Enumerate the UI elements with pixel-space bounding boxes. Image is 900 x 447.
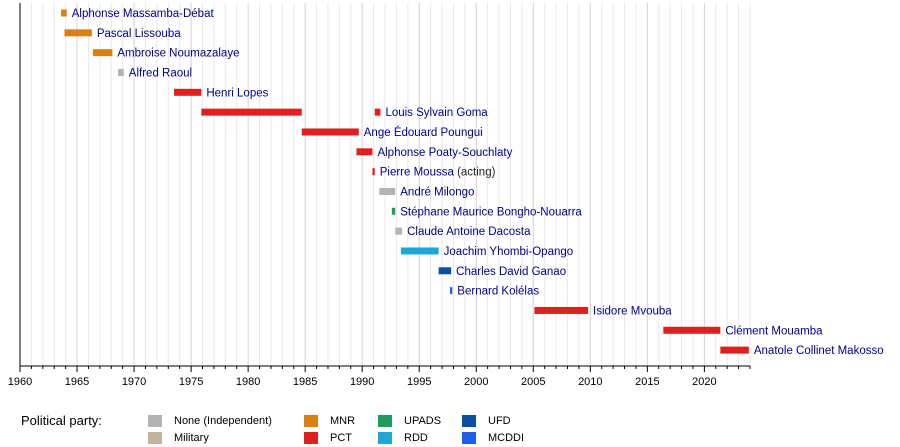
bar bbox=[400, 247, 439, 255]
x-tick-label: 1980 bbox=[236, 376, 260, 388]
x-tick-label: 1985 bbox=[293, 376, 317, 388]
legend-label: MCDDI bbox=[488, 432, 525, 444]
legend-swatch bbox=[304, 432, 318, 444]
legend-item-rdd: RDD bbox=[378, 432, 428, 444]
bar bbox=[93, 49, 113, 57]
x-tick-label: 1965 bbox=[65, 376, 89, 388]
bar bbox=[450, 287, 453, 295]
legend-item-ufd: UFD bbox=[462, 415, 511, 427]
bar bbox=[534, 306, 589, 314]
bar bbox=[301, 128, 359, 136]
legend-swatch bbox=[304, 415, 318, 427]
bar-label: Anatole Collinet Makosso bbox=[754, 345, 884, 357]
legend-swatch bbox=[378, 432, 392, 444]
legend-label: PCT bbox=[330, 432, 352, 444]
bar-label: Ange Édouard Poungui bbox=[364, 126, 483, 139]
bar-label: Henri Lopes bbox=[206, 87, 268, 99]
x-tick-label: 1960 bbox=[8, 376, 32, 388]
bar bbox=[118, 68, 124, 76]
bar bbox=[173, 88, 202, 96]
bar bbox=[64, 29, 92, 37]
bar-label: Joachim Yhombi-Opango bbox=[444, 246, 574, 258]
bar-label: Alphonse Poaty-Souchlaty bbox=[377, 147, 512, 159]
bar-label-suffix: (acting) bbox=[454, 167, 496, 179]
bar bbox=[61, 9, 67, 17]
bar-label: André Milongo bbox=[400, 186, 474, 198]
bar bbox=[374, 108, 381, 116]
x-tick-label: 2010 bbox=[578, 376, 602, 388]
x-tick-label: 1970 bbox=[122, 376, 146, 388]
legend-item-pct: PCT bbox=[304, 432, 352, 444]
bar bbox=[391, 207, 396, 215]
bar-label: Clément Mouamba bbox=[725, 325, 823, 337]
legend-swatch bbox=[148, 415, 162, 427]
bar bbox=[201, 108, 302, 116]
bar-label: Pascal Lissouba bbox=[97, 28, 181, 40]
legend-item-none: None (Independent) bbox=[148, 415, 272, 427]
bar-label: Pierre Moussa (acting) bbox=[380, 167, 496, 179]
bar-label: Alphonse Massamba-Débat bbox=[72, 8, 215, 20]
bar bbox=[379, 187, 396, 195]
bar-label: Charles David Ganao bbox=[456, 266, 566, 278]
timeline-chart: 1960 1965 1970 1975 1980 1985 1990 1995 2000 2005… bbox=[8, 3, 884, 388]
bar bbox=[395, 227, 403, 235]
legend-swatch bbox=[462, 432, 476, 444]
x-tick-label: 2005 bbox=[521, 376, 545, 388]
bar bbox=[720, 346, 749, 354]
bar-label: Isidore Mvouba bbox=[593, 305, 672, 317]
x-tick-label: 1990 bbox=[350, 376, 374, 388]
legend-label: None (Independent) bbox=[174, 415, 272, 427]
legend-swatch bbox=[378, 415, 392, 427]
bar-label: Stéphane Maurice Bongho-Nouarra bbox=[400, 206, 582, 218]
legend-label: RDD bbox=[404, 432, 428, 444]
bar bbox=[438, 267, 452, 275]
legend-swatch bbox=[462, 415, 476, 427]
legend-swatch bbox=[148, 432, 162, 444]
bar-label: Ambroise Noumazalaye bbox=[117, 48, 239, 60]
bar-label: Alfred Raoul bbox=[129, 67, 192, 79]
bar bbox=[356, 148, 373, 156]
legend-item-mnr: MNR bbox=[304, 415, 355, 427]
x-tick-label: 2020 bbox=[692, 376, 716, 388]
legend-item-upads: UPADS bbox=[378, 415, 441, 427]
legend-item-military: Military bbox=[148, 432, 209, 444]
legend-label: UFD bbox=[488, 415, 511, 427]
bar-label: Louis Sylvain Goma bbox=[385, 107, 488, 119]
legend-label: UPADS bbox=[404, 415, 442, 427]
bar bbox=[372, 168, 375, 176]
legend-label: MNR bbox=[330, 415, 356, 427]
legend-label: Military bbox=[174, 432, 209, 444]
x-tick-label: 2015 bbox=[635, 376, 659, 388]
x-tick-label: 2000 bbox=[464, 376, 488, 388]
x-tick-label: 1995 bbox=[407, 376, 431, 388]
bar bbox=[663, 326, 721, 334]
x-tick-label: 1975 bbox=[179, 376, 203, 388]
legend-title: Political party: bbox=[21, 413, 102, 428]
legend-item-mcddi: MCDDI bbox=[462, 432, 524, 444]
bar-label: Bernard Kolélas bbox=[457, 286, 539, 298]
bar-label: Claude Antoine Dacosta bbox=[407, 226, 531, 238]
